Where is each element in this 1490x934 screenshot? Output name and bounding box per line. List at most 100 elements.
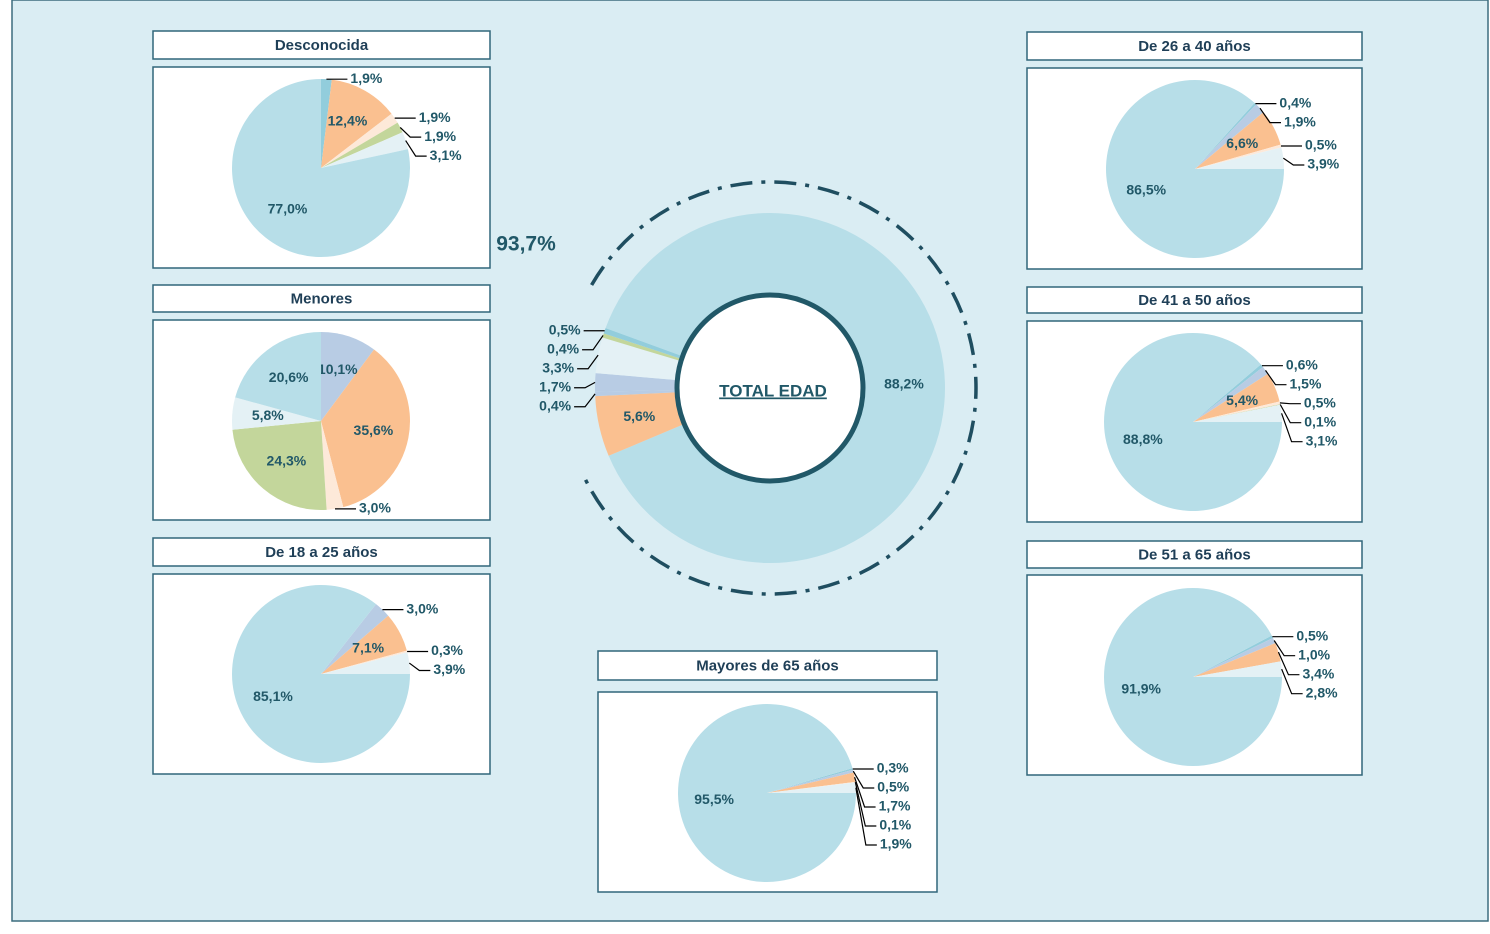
slice: [231, 397, 321, 430]
value-label: 3,3%: [542, 359, 574, 375]
slice: [321, 652, 410, 674]
leader-line: [582, 335, 604, 351]
value-label: 3,1%: [1306, 432, 1338, 448]
value-label: 3,9%: [433, 661, 465, 677]
title-box: [1026, 31, 1363, 61]
chart-title: De 18 a 25 años: [265, 544, 378, 561]
slice: [1195, 144, 1282, 169]
value-label: 1,9%: [1284, 113, 1316, 129]
leader-line: [405, 140, 427, 157]
slice: [602, 333, 682, 362]
slice: [595, 373, 678, 392]
leader-line: [854, 781, 877, 827]
slice: [678, 704, 856, 883]
value-label: 0,3%: [877, 760, 909, 776]
value-label: 1,7%: [879, 798, 911, 814]
leader-line: [399, 126, 422, 138]
value-label: 1,5%: [1289, 375, 1321, 391]
value-label: 3,1%: [430, 147, 462, 163]
value-label: 0,5%: [1305, 137, 1337, 153]
title-box: [1026, 540, 1363, 569]
leader-line: [854, 776, 876, 808]
value-label: 85,1%: [253, 688, 293, 704]
value-label: 1,9%: [880, 836, 912, 852]
value-label: 91,9%: [1121, 681, 1161, 697]
value-label: 0,4%: [539, 397, 571, 413]
chart-title: De 41 a 50 años: [1138, 292, 1251, 309]
slice: [595, 337, 681, 381]
slice: [1104, 332, 1282, 511]
slice: [321, 650, 408, 674]
value-label: 1,9%: [350, 70, 382, 86]
value-label: 10,1%: [318, 361, 358, 377]
value-label: 12,4%: [328, 112, 368, 128]
title-box: [152, 537, 491, 567]
title-box: [1026, 286, 1363, 314]
chart-title: Menores: [291, 290, 353, 307]
slice: [321, 79, 332, 168]
value-label: 0,5%: [1304, 394, 1336, 410]
slice: [1193, 367, 1268, 422]
leader-line: [408, 662, 431, 672]
value-label: 35,6%: [354, 422, 394, 438]
chart-title: Desconocida: [275, 37, 369, 54]
leader-line: [1273, 640, 1296, 657]
leader-line: [1277, 651, 1300, 676]
leader-line: [574, 381, 596, 389]
value-label: 1,9%: [424, 128, 456, 144]
value-label: 0,5%: [877, 779, 909, 795]
slice: [767, 769, 854, 793]
leader-line: [1281, 413, 1303, 443]
annotation: 93,7%: [496, 233, 556, 256]
value-label: 0,5%: [1296, 627, 1328, 643]
value-label: 0,1%: [1304, 413, 1336, 429]
title-box: [152, 284, 491, 313]
value-label: 6,6%: [1226, 135, 1258, 151]
value-label: 88,8%: [1123, 431, 1163, 447]
slice: [321, 122, 403, 168]
slice: [1193, 637, 1276, 677]
slice: [767, 782, 856, 793]
slice: [1193, 635, 1273, 677]
value-label: 0,6%: [1286, 356, 1318, 372]
value-label: 5,4%: [1226, 392, 1258, 408]
value-label: 7,1%: [352, 640, 384, 656]
center-title: TOTAL EDAD: [719, 381, 827, 400]
slice: [767, 772, 856, 793]
leader-line: [1265, 370, 1287, 386]
value-label: 1,7%: [539, 378, 571, 394]
slice: [1193, 643, 1281, 677]
value-label: 3,0%: [406, 600, 438, 616]
slice: [1193, 364, 1263, 422]
slice: [1195, 102, 1257, 169]
leader-line: [1281, 668, 1303, 695]
value-label: 0,5%: [549, 321, 581, 337]
slice: [1193, 373, 1280, 422]
value-label: 86,5%: [1126, 181, 1166, 197]
leader-line: [1259, 107, 1281, 124]
value-label: 77,0%: [268, 200, 308, 216]
leader-line: [1279, 402, 1301, 405]
value-label: 20,6%: [269, 369, 309, 385]
value-label: 0,4%: [1279, 94, 1311, 110]
leader-line: [577, 354, 599, 370]
value-label: 1,9%: [419, 109, 451, 125]
slice: [767, 781, 856, 793]
title-box: [152, 30, 491, 60]
leader-line: [855, 787, 877, 846]
slice: [231, 585, 410, 763]
chart-title: De 26 a 40 años: [1138, 38, 1251, 55]
title-box: [597, 650, 938, 681]
value-label: 3,9%: [1307, 156, 1339, 172]
value-label: 1,0%: [1298, 646, 1330, 662]
slice: [1193, 404, 1281, 422]
slice: [321, 132, 408, 168]
value-label: 24,3%: [267, 452, 307, 468]
slice: [235, 332, 321, 421]
slice: [1103, 587, 1282, 766]
slice: [1106, 80, 1285, 259]
slice: [321, 79, 392, 168]
value-label: 3,0%: [359, 500, 391, 516]
